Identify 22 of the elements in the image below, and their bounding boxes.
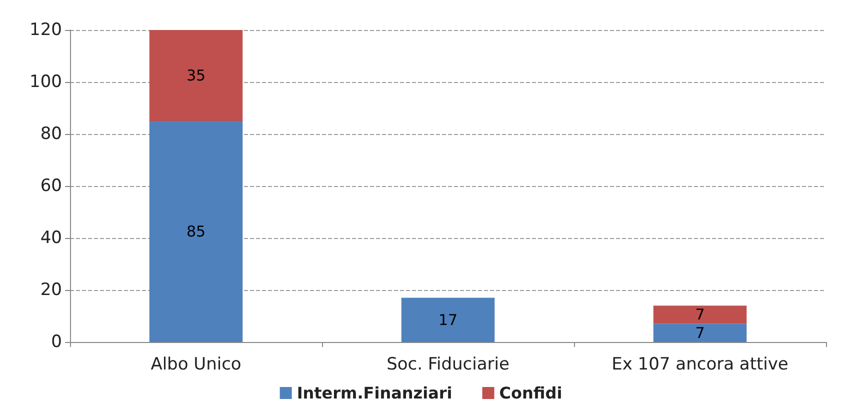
- legend-label: Confidi: [499, 384, 562, 402]
- y-tick-label: 60: [40, 176, 62, 196]
- data-label: 35: [186, 66, 206, 84]
- legend-label: Interm.Finanziari: [296, 384, 452, 402]
- y-tick-label: 80: [40, 124, 62, 144]
- data-label: 7: [695, 324, 705, 342]
- y-tick-label: 20: [40, 280, 62, 300]
- y-tick-label: 0: [51, 332, 62, 352]
- bar: [653, 306, 747, 324]
- data-label: 85: [186, 222, 206, 240]
- x-tick-label: Albo Unico: [150, 354, 242, 374]
- bar: [401, 298, 495, 342]
- y-tick-label: 40: [40, 228, 62, 248]
- bar: [653, 324, 747, 342]
- bar: [149, 121, 243, 342]
- x-tick-label: Ex 107 ancora attive: [612, 354, 788, 374]
- data-label: 7: [695, 306, 705, 324]
- y-tick-label: 100: [30, 72, 62, 92]
- data-label: 17: [438, 310, 458, 329]
- x-tick-label: Soc. Fiduciarie: [386, 354, 510, 374]
- y-tick-label: 120: [30, 20, 62, 40]
- bar: [149, 30, 243, 121]
